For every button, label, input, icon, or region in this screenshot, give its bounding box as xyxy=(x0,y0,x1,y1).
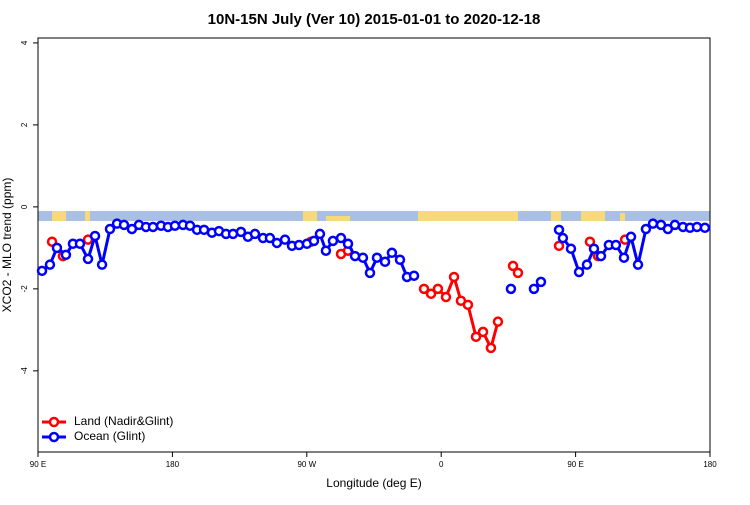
data-point xyxy=(432,283,444,295)
chart-title: 10N-15N July (Ver 10) 2015-01-01 to 2020… xyxy=(208,11,541,28)
plot-frame xyxy=(37,37,711,453)
data-point xyxy=(104,223,116,235)
data-point xyxy=(235,226,247,238)
data-point xyxy=(96,259,108,270)
data-point xyxy=(51,242,63,254)
data-point xyxy=(647,218,659,229)
data-point xyxy=(618,252,630,263)
data-point xyxy=(492,316,504,327)
x-tick-label: 90 E xyxy=(567,460,583,469)
x-tick-label: 90 W xyxy=(297,460,316,469)
data-point xyxy=(553,224,565,236)
data-point xyxy=(610,239,622,251)
data-point xyxy=(535,276,547,288)
legend-marker xyxy=(48,416,60,428)
data-point xyxy=(640,223,652,235)
data-point xyxy=(335,232,347,244)
data-point xyxy=(462,299,474,311)
data-point xyxy=(565,243,577,254)
data-point xyxy=(553,240,565,252)
y-tick-label: 4 xyxy=(20,40,29,45)
data-point xyxy=(357,252,369,263)
data-point xyxy=(588,243,600,254)
data-point xyxy=(249,228,261,240)
y-tick-label: -2 xyxy=(20,285,29,293)
data-point xyxy=(320,245,332,256)
data-point xyxy=(669,219,681,231)
data-point xyxy=(699,222,711,234)
data-point xyxy=(379,256,391,268)
x-axis-label: Longitude (deg E) xyxy=(326,476,421,490)
data-point xyxy=(147,221,159,233)
x-tick-label: 180 xyxy=(703,460,717,469)
data-point xyxy=(573,266,585,278)
data-point xyxy=(595,250,607,262)
data-point xyxy=(36,265,48,277)
data-point xyxy=(293,239,305,251)
data-point xyxy=(632,259,644,270)
data-point xyxy=(271,237,283,249)
data-point xyxy=(625,231,637,243)
x-tick-label: 90 E xyxy=(30,460,46,469)
legend-label: Land (Nadir&Glint) xyxy=(74,414,173,428)
data-point xyxy=(89,230,101,242)
data-point xyxy=(279,234,291,245)
data-point xyxy=(371,252,383,263)
data-point xyxy=(477,326,489,338)
data-point xyxy=(169,220,181,231)
data-point xyxy=(327,235,339,247)
x-tick-label: 0 xyxy=(439,460,444,469)
data-point xyxy=(528,283,540,295)
data-point xyxy=(581,259,593,270)
y-axis-label: XCO2 - MLO trend (ppm) xyxy=(0,178,14,313)
y-tick-label: 2 xyxy=(20,122,29,127)
data-point xyxy=(408,270,420,281)
data-point xyxy=(425,288,437,300)
data-point xyxy=(507,260,519,272)
land-mask-band xyxy=(38,211,710,221)
legend-label: Ocean (Glint) xyxy=(74,429,145,443)
data-point xyxy=(512,267,524,279)
data-point xyxy=(418,283,430,295)
data-point xyxy=(448,271,460,283)
data-point xyxy=(485,342,497,354)
x-tick-label: 180 xyxy=(166,460,180,469)
data-point xyxy=(364,267,376,279)
data-point xyxy=(470,331,482,343)
data-point xyxy=(74,238,86,250)
data-point xyxy=(505,283,517,295)
data-point xyxy=(440,291,452,303)
data-point xyxy=(118,219,130,231)
data-point xyxy=(82,253,94,265)
data-point xyxy=(60,249,72,261)
data-point xyxy=(314,228,326,240)
data-point xyxy=(342,238,354,250)
data-point xyxy=(44,259,56,270)
y-tick-label: -4 xyxy=(20,367,29,375)
data-point xyxy=(386,247,398,259)
legend-marker xyxy=(48,431,60,443)
data-point xyxy=(264,232,276,244)
data-point xyxy=(394,254,406,266)
data-point xyxy=(308,235,320,247)
y-tick-label: 0 xyxy=(20,204,29,209)
data-point xyxy=(557,232,569,244)
